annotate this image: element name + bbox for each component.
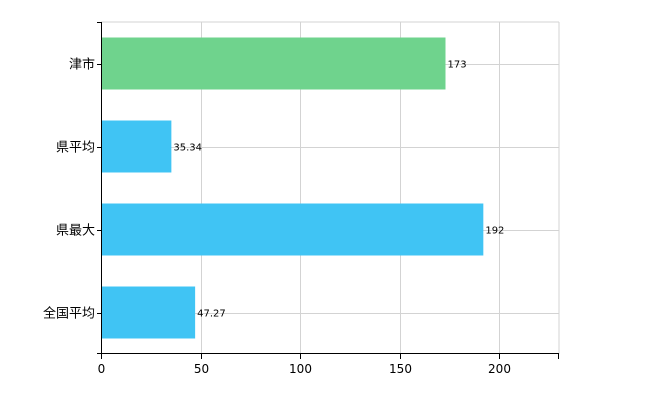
data-label: 192 (485, 226, 504, 237)
x-tick-label: 150 (389, 362, 412, 376)
data-label: 173 (447, 60, 466, 71)
category-label: 全国平均 (43, 306, 95, 322)
category-label: 県最大 (56, 224, 95, 239)
x-tick-label: 200 (488, 362, 511, 376)
axes (97, 22, 559, 359)
x-tick-label: 0 (98, 362, 106, 376)
labels: 173 津市 35.34 県平均 192 県最大 47.27 全国平均 0 50 100 150 200 (43, 57, 511, 377)
bar (101, 37, 446, 90)
bar (101, 286, 196, 339)
x-tick-label: 50 (194, 362, 209, 376)
bar (101, 120, 172, 173)
category-label: 津市 (69, 57, 95, 73)
category-label: 県平均 (56, 141, 95, 156)
bar (101, 203, 484, 256)
bars (101, 37, 484, 339)
data-label: 47.27 (197, 309, 226, 320)
x-tick-label: 100 (289, 362, 312, 376)
data-label: 35.34 (173, 143, 202, 154)
